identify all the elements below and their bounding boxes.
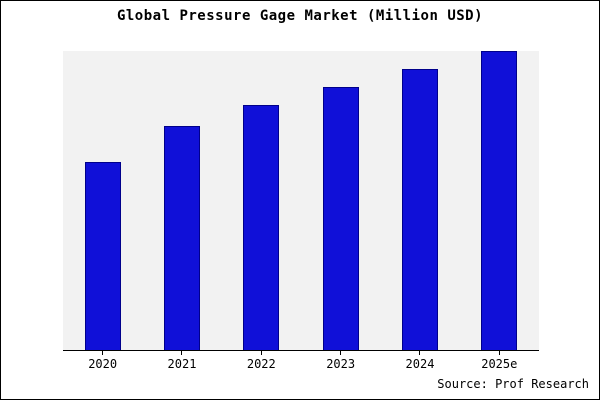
bar-slot [301,51,380,350]
bar-2023 [322,86,359,350]
x-tick [419,351,421,355]
x-tick-label-2025e: 2025e [481,357,518,371]
x-tick [102,351,104,355]
x-tick [260,351,262,355]
x-label-slot: 2022 [222,351,301,371]
bar-2025e [481,51,518,350]
x-label-slot: 2020 [63,351,142,371]
x-tick-label-2021: 2021 [167,357,197,371]
x-tick [340,351,342,355]
bar-slot [460,51,539,350]
x-tick-label-2020: 2020 [88,357,118,371]
bar-2021 [163,125,200,350]
bar-2022 [243,104,280,350]
source-label: Source: Prof Research [437,377,589,391]
bar-slot [380,51,459,350]
chart-title: Global Pressure Gage Market (Million USD… [116,8,484,24]
x-label-slot: 2023 [301,351,380,371]
bar-2024 [401,68,438,350]
x-tick-label-2024: 2024 [405,357,435,371]
bar-slot [222,51,301,350]
x-axis: 2020 2021 2022 2023 2024 2025e [63,351,539,371]
x-label-slot: 2025e [460,351,539,371]
x-tick-label-2023: 2023 [326,357,356,371]
x-label-slot: 2024 [380,351,459,371]
x-tick [498,351,500,355]
x-tick [181,351,183,355]
bar-slot [63,51,142,350]
x-label-slot: 2021 [142,351,221,371]
plot-area [63,51,539,351]
bar-2020 [84,161,121,350]
bar-slot [142,51,221,350]
x-tick-label-2022: 2022 [246,357,276,371]
